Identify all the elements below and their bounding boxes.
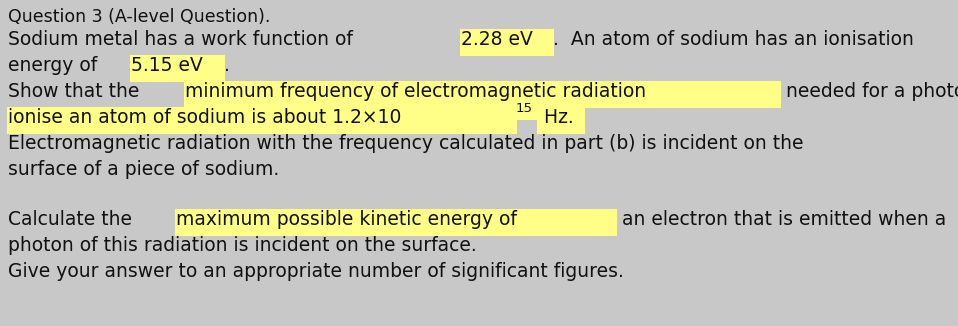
Text: Give your answer to an appropriate number of significant figures.: Give your answer to an appropriate numbe… bbox=[8, 262, 624, 281]
Bar bbox=[184, 81, 782, 108]
Text: Sodium metal has a work function of: Sodium metal has a work function of bbox=[8, 30, 359, 49]
Text: an electron that is emitted when a: an electron that is emitted when a bbox=[616, 210, 946, 229]
Text: Hz.: Hz. bbox=[537, 108, 573, 127]
Text: ionise an atom of sodium is about 1.2×10: ionise an atom of sodium is about 1.2×10 bbox=[8, 108, 401, 127]
Text: photon of this radiation is incident on the surface.: photon of this radiation is incident on … bbox=[8, 236, 477, 255]
Text: energy of: energy of bbox=[8, 56, 103, 75]
Text: Calculate the: Calculate the bbox=[8, 210, 138, 229]
Text: minimum frequency of electromagnetic radiation: minimum frequency of electromagnetic rad… bbox=[185, 82, 647, 101]
Bar bbox=[174, 209, 617, 236]
Text: 2.28 eV: 2.28 eV bbox=[461, 30, 533, 49]
Text: Show that the: Show that the bbox=[8, 82, 146, 101]
Text: 15: 15 bbox=[515, 102, 533, 115]
Text: 5.15 eV: 5.15 eV bbox=[131, 56, 203, 75]
Text: surface of a piece of sodium.: surface of a piece of sodium. bbox=[8, 160, 279, 179]
Text: .: . bbox=[223, 56, 230, 75]
Bar bbox=[130, 55, 224, 82]
Text: Electromagnetic radiation with the frequency calculated in part (b) is incident : Electromagnetic radiation with the frequ… bbox=[8, 134, 804, 153]
Text: needed for a photon to: needed for a photon to bbox=[780, 82, 958, 101]
Bar bbox=[536, 107, 584, 134]
Bar bbox=[460, 29, 555, 56]
Text: .  An atom of sodium has an ionisation: . An atom of sodium has an ionisation bbox=[554, 30, 914, 49]
Bar bbox=[7, 107, 516, 134]
Text: maximum possible kinetic energy of: maximum possible kinetic energy of bbox=[175, 210, 516, 229]
Text: Question 3 (A-level Question).: Question 3 (A-level Question). bbox=[8, 8, 270, 26]
Bar bbox=[514, 101, 538, 120]
